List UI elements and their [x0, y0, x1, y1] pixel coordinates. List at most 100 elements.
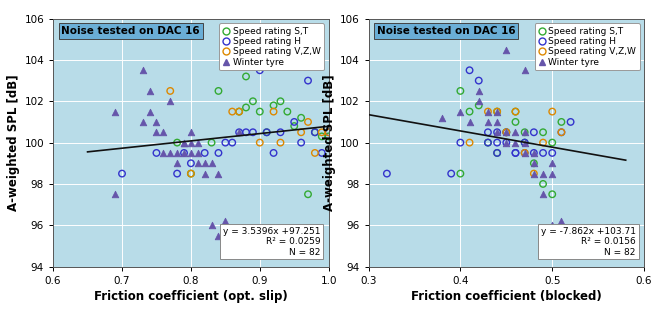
- Point: [501, 33, 512, 38]
- Point: [117, 171, 127, 176]
- Point: [382, 171, 392, 176]
- Point: [547, 161, 558, 166]
- Point: [519, 150, 530, 155]
- Point: [317, 134, 327, 139]
- Point: [483, 109, 493, 114]
- Point: [529, 171, 539, 176]
- Point: [437, 115, 448, 120]
- Point: [323, 130, 334, 135]
- Y-axis label: A-weighted SPL [dB]: A-weighted SPL [dB]: [7, 74, 20, 211]
- Point: [220, 219, 230, 224]
- Point: [547, 150, 558, 155]
- Legend: Speed rating S,T, Speed rating H, Speed rating V,Z,W, Winter tyre: Speed rating S,T, Speed rating H, Speed …: [535, 23, 639, 70]
- Point: [158, 130, 169, 135]
- Point: [234, 109, 244, 114]
- Point: [519, 150, 530, 155]
- Point: [254, 109, 265, 114]
- Point: [538, 130, 548, 135]
- Point: [455, 88, 465, 93]
- Point: [492, 109, 503, 114]
- Point: [510, 109, 521, 114]
- Point: [492, 109, 503, 114]
- Point: [309, 130, 320, 135]
- Point: [455, 109, 465, 114]
- Point: [185, 150, 197, 155]
- Point: [151, 150, 162, 155]
- Point: [547, 223, 558, 228]
- Point: [501, 130, 512, 135]
- Point: [538, 171, 548, 176]
- Point: [117, 33, 127, 38]
- Point: [473, 99, 484, 104]
- Point: [275, 140, 286, 145]
- Point: [501, 47, 512, 52]
- Point: [547, 233, 558, 238]
- Text: y = 3.5396x +97.251
R² = 0.0259
N = 82: y = 3.5396x +97.251 R² = 0.0259 N = 82: [223, 227, 321, 257]
- Point: [240, 74, 251, 79]
- Point: [547, 171, 558, 176]
- Point: [519, 68, 530, 73]
- Point: [303, 78, 313, 83]
- Point: [492, 140, 503, 145]
- Point: [556, 119, 567, 124]
- Point: [193, 150, 203, 155]
- Point: [519, 130, 530, 135]
- Point: [227, 140, 238, 145]
- Point: [137, 119, 148, 124]
- Point: [510, 119, 521, 124]
- Point: [199, 150, 210, 155]
- Point: [501, 130, 512, 135]
- Point: [234, 130, 244, 135]
- Point: [172, 140, 183, 145]
- Point: [207, 161, 217, 166]
- Point: [529, 161, 539, 166]
- Point: [254, 140, 265, 145]
- X-axis label: Friction coefficient (opt. slip): Friction coefficient (opt. slip): [94, 290, 288, 303]
- Point: [248, 130, 258, 135]
- Point: [240, 105, 251, 110]
- Point: [193, 161, 203, 166]
- Point: [510, 150, 521, 155]
- Point: [510, 109, 521, 114]
- Legend: Speed rating S,T, Speed rating H, Speed rating V,Z,W, Winter tyre: Speed rating S,T, Speed rating H, Speed …: [219, 23, 324, 70]
- Point: [519, 140, 530, 145]
- Point: [464, 109, 475, 114]
- Point: [529, 130, 539, 135]
- Point: [529, 150, 539, 155]
- Point: [240, 130, 251, 135]
- Point: [289, 124, 299, 129]
- Point: [483, 130, 493, 135]
- Point: [519, 150, 530, 155]
- Point: [446, 171, 457, 176]
- Point: [538, 140, 548, 145]
- Point: [483, 140, 493, 145]
- Point: [213, 171, 224, 176]
- Point: [492, 130, 503, 135]
- Point: [172, 150, 183, 155]
- Point: [510, 150, 521, 155]
- Point: [501, 130, 512, 135]
- Point: [165, 99, 175, 104]
- Point: [317, 130, 327, 135]
- Point: [213, 233, 224, 238]
- Point: [538, 181, 548, 186]
- Point: [295, 115, 306, 120]
- Point: [483, 140, 493, 145]
- Point: [254, 68, 265, 73]
- Text: Noise tested on DAC 16: Noise tested on DAC 16: [376, 26, 515, 36]
- Point: [464, 68, 475, 73]
- Point: [529, 171, 539, 176]
- Point: [185, 171, 197, 176]
- Point: [151, 119, 162, 124]
- Y-axis label: A-weighted SPL [dB]: A-weighted SPL [dB]: [323, 74, 335, 211]
- Point: [165, 88, 175, 93]
- Point: [492, 130, 503, 135]
- Point: [483, 109, 493, 114]
- Point: [303, 119, 313, 124]
- Point: [556, 219, 567, 224]
- Point: [185, 161, 197, 166]
- Point: [185, 130, 197, 135]
- Point: [547, 109, 558, 114]
- Point: [158, 150, 169, 155]
- Point: [165, 150, 175, 155]
